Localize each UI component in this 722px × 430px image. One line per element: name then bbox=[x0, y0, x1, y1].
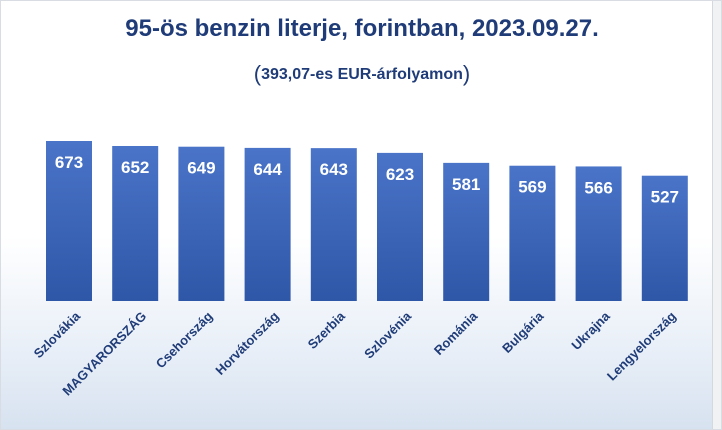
category-label: Románia bbox=[431, 308, 481, 358]
bar-7 bbox=[443, 162, 490, 301]
bar-8 bbox=[509, 165, 556, 301]
chart-title: 95-ös benzin literje, forintban, 2023.09… bbox=[125, 15, 599, 42]
category-label: Szlovénia bbox=[361, 308, 415, 362]
bar-value-label: 649 bbox=[187, 159, 215, 178]
subtitle-text: 393,07-es EUR-árfolyamon bbox=[261, 66, 463, 83]
bar-value-label: 581 bbox=[452, 175, 480, 194]
subtitle-open-paren: ( bbox=[253, 61, 262, 86]
bar-value-label: 652 bbox=[121, 158, 149, 177]
bar-value-label: 527 bbox=[651, 188, 679, 207]
bar-value-label: 569 bbox=[518, 178, 546, 197]
bar-value-label: 623 bbox=[386, 165, 414, 184]
bar-4 bbox=[244, 147, 291, 301]
bar-1 bbox=[46, 141, 92, 301]
category-label: Horvátország bbox=[212, 308, 281, 377]
subtitle-close-paren: ) bbox=[462, 61, 471, 86]
category-label: Csehország bbox=[153, 308, 216, 371]
bar-value-label: 673 bbox=[55, 153, 83, 172]
bar-2 bbox=[112, 145, 159, 301]
bar-10 bbox=[641, 175, 688, 301]
category-label: Szerbia bbox=[305, 308, 349, 352]
bar-5 bbox=[310, 148, 357, 301]
bar-value-label: 644 bbox=[253, 160, 282, 179]
bar-value-label: 643 bbox=[320, 160, 348, 179]
category-label: Ukrajna bbox=[568, 308, 613, 353]
bar-value-label: 566 bbox=[584, 178, 612, 197]
category-label: Szlovákia bbox=[31, 308, 84, 361]
bar-3 bbox=[178, 146, 225, 301]
bar-9 bbox=[575, 166, 622, 301]
bar-6 bbox=[377, 152, 423, 301]
category-label: Lengyelország bbox=[604, 308, 679, 383]
bar-series: 673 652 649 644 643 623 581 569 566 527 bbox=[46, 141, 688, 301]
chart-subtitle: (393,07-es EUR-árfolyamon) bbox=[1, 61, 721, 87]
scrollbar-strip bbox=[712, 1, 721, 429]
category-label: Bulgária bbox=[499, 308, 547, 356]
